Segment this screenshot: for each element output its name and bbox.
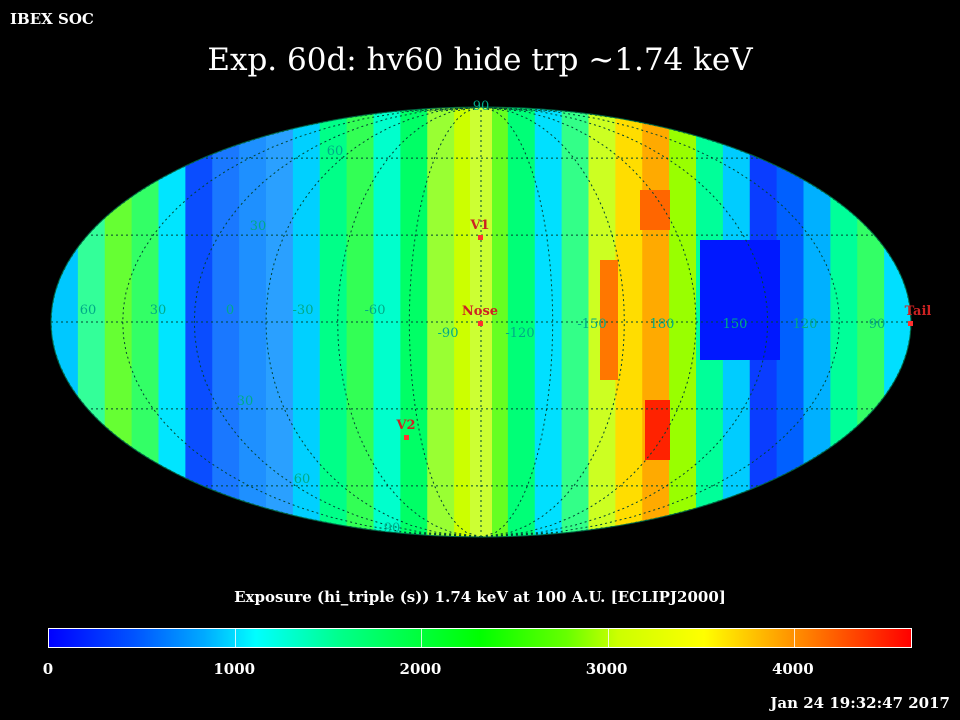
lat-label: 90 [384, 521, 401, 536]
lat-label: 30 [250, 219, 267, 234]
markers: V1 Nose V2 Tail [395, 218, 931, 440]
marker-dot [908, 321, 913, 326]
lon-label: 90 [869, 317, 886, 332]
colorbar-tick-label: 0 [42, 660, 54, 678]
lon-label: 150 [723, 317, 748, 332]
lon-label: 0 [226, 303, 234, 318]
graticule-labels: 90 60 30 30 60 90 60 30 0 -30 -60 -90 -120 -150 180 150… [80, 99, 886, 536]
marker-dot [478, 235, 483, 240]
marker-label: Nose [462, 304, 498, 319]
lon-label: -30 [293, 303, 314, 318]
lon-label: 30 [150, 303, 167, 318]
marker-dot [404, 435, 409, 440]
colorbar-tick [235, 629, 237, 647]
colorbar-tick-label: 4000 [771, 660, 814, 678]
corner-label: IBEX SOC [10, 10, 94, 28]
colorbar-tick [421, 629, 423, 647]
lon-label: -120 [505, 326, 534, 341]
lon-label: -150 [577, 317, 606, 332]
lat-label: 60 [294, 472, 311, 487]
map-title: Exp. 60d: hv60 hide trp ~1.74 keV [207, 42, 753, 78]
sky-map: 90 60 30 30 60 90 60 30 0 -30 -60 -90 -120 -150 180 150… [50, 99, 931, 538]
colorbar-tick-label: 3000 [585, 660, 628, 678]
colorbar-tick-label: 2000 [399, 660, 442, 678]
lon-label: -60 [365, 303, 386, 318]
marker-label: Tail [905, 304, 932, 319]
marker-dot [478, 321, 483, 326]
lon-label: 180 [650, 317, 675, 332]
lon-label: -90 [438, 326, 459, 341]
colorbar-tick [607, 629, 609, 647]
lat-label: 30 [237, 394, 254, 409]
colorbar-tick-label: 1000 [213, 660, 256, 678]
colorbar-title: Exposure (hi_triple (s)) 1.74 keV at 100… [234, 588, 726, 606]
lon-label: 60 [80, 303, 97, 318]
marker-label: V1 [469, 218, 489, 233]
lat-label: 90 [473, 99, 490, 114]
colorbar [48, 628, 912, 648]
lon-label: 120 [793, 317, 818, 332]
colorbar-tick [793, 629, 795, 647]
timestamp: Jan 24 19:32:47 2017 [770, 694, 950, 712]
marker-label: V2 [395, 418, 415, 433]
lat-label: 60 [327, 144, 344, 159]
